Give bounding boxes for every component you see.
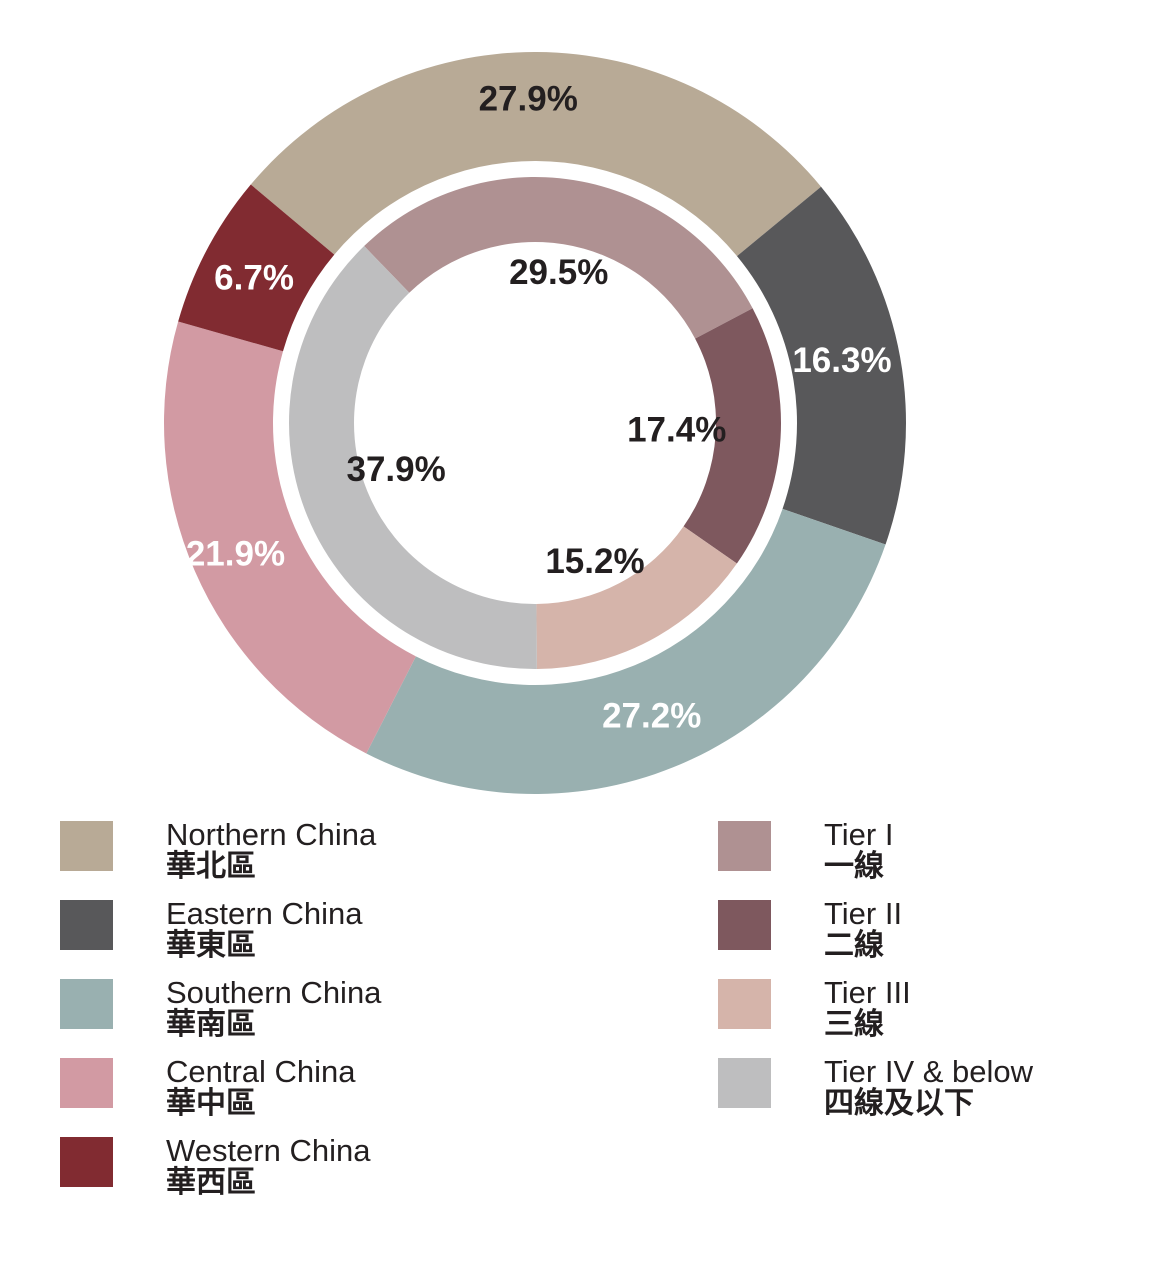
legend-swatch [718, 821, 771, 871]
slice-tier-iii [536, 526, 737, 669]
legend-label-zh: 華西區 [166, 1165, 256, 1200]
slice-label-eastern-china: 16.3% [792, 341, 891, 380]
legend-label-zh: 一線 [824, 849, 884, 884]
legend-swatch [60, 979, 113, 1029]
slice-label-tier-iv-below: 37.9% [347, 450, 446, 489]
legend-swatch [60, 1058, 113, 1108]
outer-ring [163, 52, 907, 794]
legend-label-en: Tier II [824, 896, 903, 931]
legend-swatch [718, 1058, 771, 1108]
slice-label-tier-ii: 17.4% [627, 410, 726, 449]
slice-tier-ii [683, 308, 781, 564]
legend-swatch [60, 821, 113, 871]
legend-label-en: Tier III [824, 975, 911, 1010]
slice-southern-china [366, 508, 886, 794]
legend-label-en: Southern China [166, 975, 382, 1010]
legend-label-zh: 華南區 [166, 1007, 256, 1042]
legend-label-en: Eastern China [166, 896, 363, 931]
slice-northern-china [250, 52, 822, 257]
inner-ring [289, 176, 781, 669]
donut-chart: 27.9% 16.3% 27.2% 21.9% 6.7% 29.5% 17.4% 15.2% 3… [163, 52, 907, 794]
legend-swatch [60, 900, 113, 950]
slice-label-tier-iii: 15.2% [545, 542, 644, 581]
legend-label-zh: 二線 [824, 928, 884, 963]
slice-tier-i [364, 176, 753, 339]
slice-labels: 27.9% 16.3% 27.2% 21.9% 6.7% 29.5% 17.4% 15.2% 3… [186, 79, 892, 735]
legend-label-zh: 華北區 [166, 849, 256, 884]
slice-eastern-china [736, 186, 907, 545]
legend-label-en: Tier IV & below [824, 1054, 1034, 1089]
legend-swatch [718, 900, 771, 950]
slice-label-southern-china: 27.2% [602, 696, 701, 735]
slice-tier-iv-below [289, 246, 537, 669]
slice-label-northern-china: 27.9% [479, 79, 578, 118]
legend-label-en: Western China [166, 1133, 371, 1168]
legend-label-zh: 三線 [824, 1007, 884, 1042]
legend-swatch [718, 979, 771, 1029]
legend-label-zh: 華東區 [166, 928, 256, 963]
legend-swatch [60, 1137, 113, 1187]
legend-label-zh: 四線及以下 [824, 1086, 974, 1121]
slice-label-western-china: 6.7% [214, 258, 294, 297]
legend-label-en: Tier I [824, 817, 894, 852]
slice-central-china [163, 321, 416, 754]
slice-label-central-china: 21.9% [186, 534, 285, 573]
legend-label-en: Northern China [166, 817, 377, 852]
slice-western-china [178, 184, 335, 352]
legend-label-zh: 華中區 [166, 1086, 256, 1121]
slice-label-tier-i: 29.5% [509, 253, 608, 292]
legend-label-en: Central China [166, 1054, 356, 1089]
